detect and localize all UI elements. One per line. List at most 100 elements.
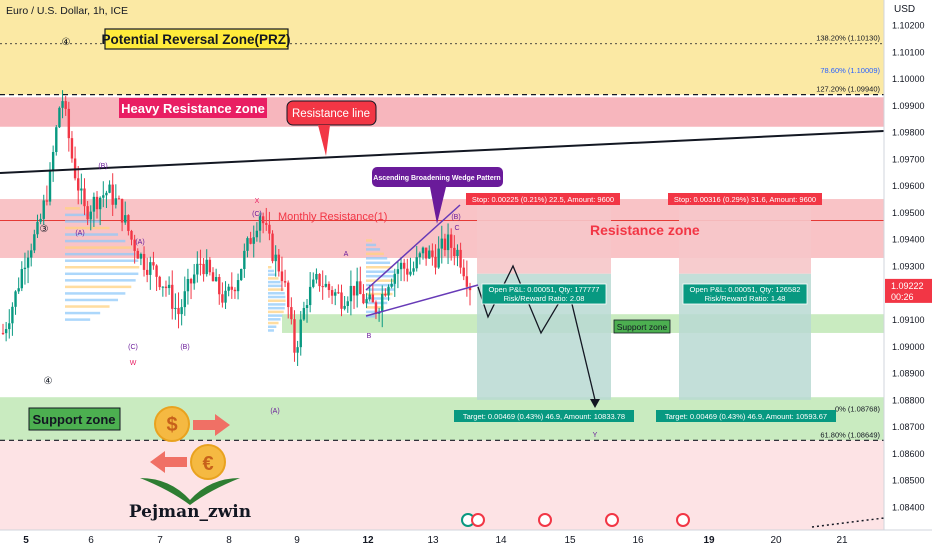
candle-body bbox=[42, 200, 45, 219]
price-tick-label: 1.08800 bbox=[892, 395, 925, 405]
candle-body bbox=[23, 267, 27, 270]
candle-body bbox=[402, 262, 406, 269]
candle-body bbox=[199, 263, 202, 265]
price-axis[interactable]: USD 1.10200 1.10100 1.10000 1.09900 1.09800 1.… bbox=[883, 0, 932, 530]
wave-label-5: (A) bbox=[135, 239, 144, 246]
volume-bar bbox=[366, 239, 372, 242]
stop-label-1: Stop: 0.00316 (0.29%) 31.6, Amount: 9600 bbox=[674, 195, 816, 204]
target-label-box-1 bbox=[656, 410, 836, 422]
candle-body bbox=[421, 247, 425, 254]
rr-label-1: Risk/Reward Ratio: 1.48 bbox=[705, 294, 786, 303]
price-tick-label: 1.10000 bbox=[892, 74, 925, 84]
drawings bbox=[0, 130, 885, 528]
candle-body bbox=[186, 278, 190, 292]
date-tick-label: 5 bbox=[23, 535, 29, 546]
date-tick-label: 12 bbox=[362, 535, 374, 546]
volume-bar bbox=[65, 272, 139, 276]
price-tick-label: 1.09400 bbox=[892, 235, 925, 245]
candle-body bbox=[456, 249, 459, 257]
candle-body bbox=[227, 286, 230, 291]
volume-bar bbox=[268, 318, 281, 321]
volume-bar bbox=[366, 252, 384, 256]
candle-body bbox=[321, 286, 324, 288]
candle-body bbox=[305, 305, 309, 308]
fib-label-0: 138.20% (1.10130) bbox=[816, 34, 880, 43]
price-tick-label: 1.08400 bbox=[892, 503, 925, 513]
price-tick-label: 1.09800 bbox=[892, 128, 925, 138]
wedge-upper-line bbox=[365, 204, 461, 291]
candle-body bbox=[258, 216, 262, 231]
candle-body bbox=[20, 269, 24, 289]
candle-body bbox=[218, 277, 221, 295]
candle-body bbox=[368, 294, 371, 300]
wave-label-15: W bbox=[130, 360, 137, 367]
candle-body bbox=[428, 250, 431, 259]
candle-body bbox=[145, 269, 149, 275]
candle-body bbox=[70, 138, 74, 159]
volume-bar bbox=[65, 285, 132, 289]
svg-text:€: € bbox=[202, 453, 213, 475]
candle-body bbox=[465, 276, 469, 287]
candle-body bbox=[142, 253, 146, 270]
candle-body bbox=[92, 196, 96, 212]
candle-body bbox=[374, 302, 378, 314]
candle-body bbox=[26, 257, 30, 268]
candle-body bbox=[83, 188, 86, 207]
fib-levels: 138.20% (1.10130) 78.60% (1.10009) 127.20%… bbox=[0, 34, 884, 439]
wave-label-10: A bbox=[344, 251, 349, 258]
fib-label-3: 61.80% (1.08649) bbox=[820, 430, 880, 439]
open-pl-label-1: Open P&L: 0.00051, Qty: 126582 bbox=[690, 285, 801, 294]
candle-body bbox=[117, 198, 121, 200]
candle-body bbox=[152, 262, 155, 266]
candle-body bbox=[1, 332, 5, 334]
candle-body bbox=[202, 263, 205, 275]
price-tick-label: 1.09100 bbox=[892, 315, 925, 325]
volume-bar bbox=[268, 321, 279, 325]
candle-body bbox=[299, 319, 302, 348]
candles bbox=[1, 90, 472, 366]
price-tick-label: 1.09500 bbox=[892, 208, 925, 218]
candle-body bbox=[211, 272, 215, 282]
risk-area-1 bbox=[679, 194, 811, 274]
volume-bar bbox=[65, 226, 110, 230]
candle-body bbox=[359, 281, 362, 295]
candle-body bbox=[440, 238, 443, 249]
volume-bar bbox=[268, 306, 285, 310]
price-tick-label: 1.10200 bbox=[892, 21, 925, 31]
volume-bar bbox=[366, 315, 377, 318]
candle-body bbox=[208, 259, 212, 273]
resistance-line-callout-pointer bbox=[318, 125, 330, 156]
leaf-swoosh-icon bbox=[140, 478, 240, 505]
stop-label-box-1 bbox=[668, 193, 822, 205]
time-axis-bg bbox=[0, 530, 932, 550]
date-tick-label: 15 bbox=[564, 535, 576, 546]
candle-body bbox=[8, 323, 11, 330]
candle-body bbox=[89, 211, 92, 220]
currency-label: USD bbox=[894, 4, 915, 15]
wave-label-7: (B) bbox=[180, 344, 189, 351]
volume-bar bbox=[366, 270, 395, 273]
svg-text:$: $ bbox=[166, 414, 177, 436]
candle-body bbox=[371, 294, 375, 303]
candle-body bbox=[446, 234, 450, 251]
support-zone-small-label: Support zone bbox=[617, 322, 668, 332]
volume-bar bbox=[65, 220, 101, 223]
candle-body bbox=[283, 281, 287, 283]
volume-bar bbox=[268, 299, 286, 302]
candle-body bbox=[114, 198, 118, 205]
wave-label-12: (B) bbox=[451, 214, 460, 221]
candle-body bbox=[130, 230, 133, 240]
date-tick-label: 19 bbox=[703, 535, 715, 546]
price-tick-label: 1.09700 bbox=[892, 154, 925, 164]
candle-body bbox=[290, 307, 293, 320]
candle-body bbox=[415, 257, 418, 269]
candle-body bbox=[318, 273, 321, 287]
time-axis[interactable]: 5 6 7 8 9 12 13 14 15 16 19 20 21 bbox=[0, 529, 932, 550]
candle-body bbox=[280, 271, 284, 282]
candle-body bbox=[312, 279, 315, 287]
candle-body bbox=[86, 206, 89, 220]
volume-bar bbox=[65, 213, 91, 217]
open-pl-box-0 bbox=[481, 283, 607, 305]
candle-body bbox=[111, 184, 114, 205]
